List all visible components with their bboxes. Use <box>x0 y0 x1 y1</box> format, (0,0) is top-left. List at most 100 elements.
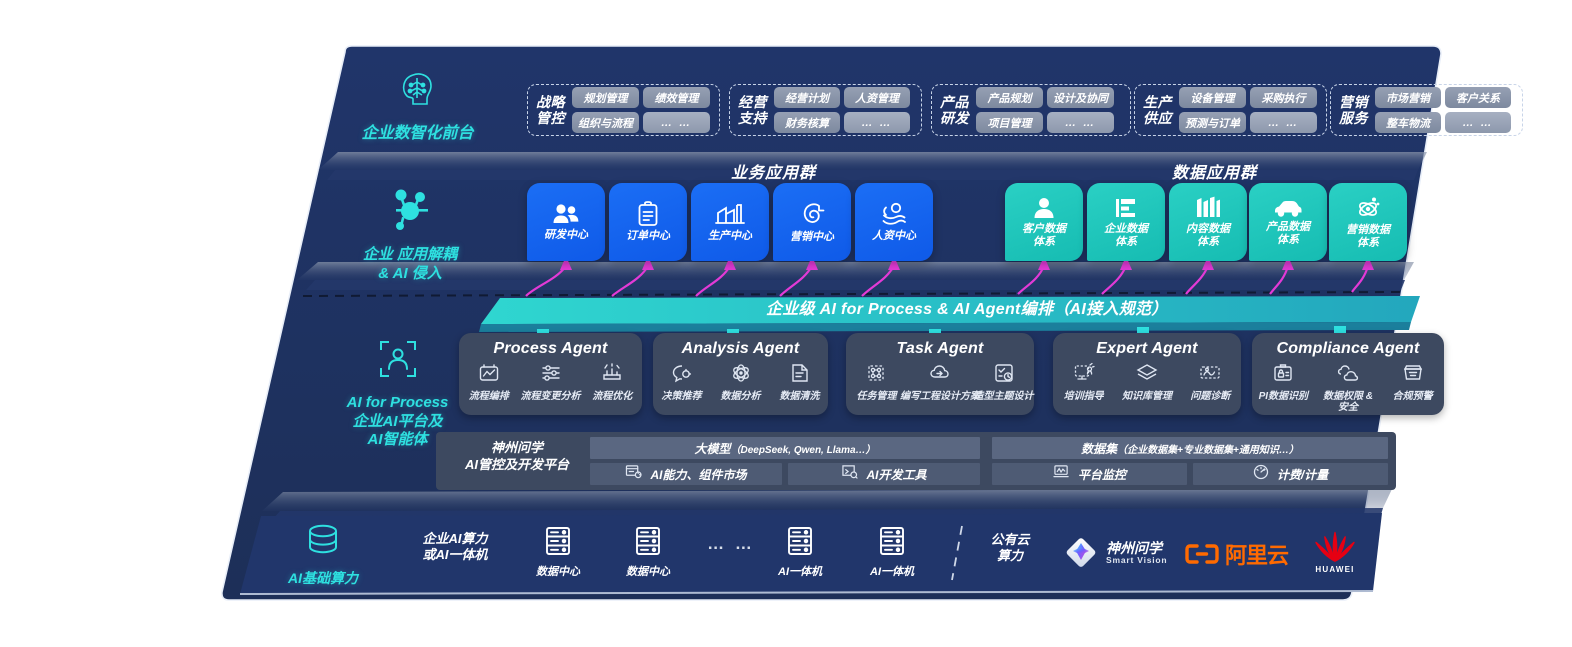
agent-3-item-0[interactable]: 培训指导 <box>1053 362 1114 402</box>
alicloud-logo[interactable]: 阿里云 <box>1185 538 1289 570</box>
shenzhou-wenxue-logo[interactable]: 神州问学 Smart Vision <box>1062 534 1167 572</box>
data-tile-2-label: 内容数据 体系 <box>1186 222 1230 248</box>
huawei-logo[interactable]: HUAWEI <box>1307 528 1363 574</box>
business-apps-heading: 业务应用群 <box>731 165 817 182</box>
business-tile-4[interactable]: 人资中心 <box>855 183 933 261</box>
business-tile-1[interactable]: 订单中心 <box>609 183 687 261</box>
agent-2-item-1-label: 编写工程设计方案 <box>900 391 980 402</box>
top-group-3[interactable]: 生产 供应 设备管理 采购执行 预测与订单 … … <box>1134 84 1327 136</box>
data-tile-4[interactable]: 营销数据 体系 <box>1329 183 1407 261</box>
platform-ai-market-bar[interactable]: AI能力、组件市场 <box>590 463 782 485</box>
top-group-0-cell-0[interactable]: 规划管理 <box>572 87 639 108</box>
user-icon <box>1032 196 1056 220</box>
chart-box-icon <box>478 362 500 389</box>
top-group-1-cell-2[interactable]: 财务核算 <box>774 112 840 133</box>
platform-dev-tool-bar[interactable]: AI开发工具 <box>788 463 980 485</box>
top-group-0[interactable]: 战略 管控 规划管理 绩效管理 组织与流程 … … <box>527 84 720 136</box>
data-tile-2[interactable]: 内容数据 体系 <box>1169 183 1247 261</box>
agent-1-item-1[interactable]: 数据分析 <box>712 362 769 402</box>
top-group-4-cell-0[interactable]: 市场营销 <box>1375 87 1441 108</box>
top-group-1-title: 经营 支持 <box>738 93 767 126</box>
agent-3-item-2[interactable]: 问题诊断 <box>1180 362 1241 402</box>
top-group-2-cell-0[interactable]: 产品规划 <box>976 87 1043 108</box>
huawei-en: HUAWEI <box>1315 565 1355 574</box>
top-group-1[interactable]: 经营 支持 经营计划 人资管理 财务核算 … … <box>729 84 922 136</box>
agent-card-0[interactable]: Process Agent 流程编排 <box>459 333 642 415</box>
agent-card-1[interactable]: Analysis Agent 决策推荐 <box>653 333 828 415</box>
alicloud-cn: 阿里云 <box>1225 543 1289 568</box>
data-tile-3[interactable]: 产品数据 体系 <box>1249 183 1327 261</box>
business-tile-0[interactable]: 研发中心 <box>527 183 605 261</box>
agent-4-item-0[interactable]: PI数据识别 <box>1252 362 1315 413</box>
shenzhou-wenxue-cn: 神州问学 <box>1106 540 1162 557</box>
infra-item-1[interactable]: 数据中心 <box>518 524 598 580</box>
top-group-0-cell-1[interactable]: 绩效管理 <box>643 87 710 108</box>
top-group-3-cell-3[interactable]: … … <box>1250 112 1317 133</box>
top-group-4-cell-3[interactable]: … … <box>1445 112 1511 133</box>
person-scan-icon <box>300 336 495 388</box>
agent-1-item-2[interactable]: 数据清洗 <box>771 362 828 402</box>
business-tile-2[interactable]: 生产中心 <box>691 183 769 261</box>
layer-label-aiproc-line1: AI for Process <box>346 393 449 411</box>
infra-item-5[interactable]: AI一体机 <box>852 524 932 580</box>
agent-2-item-1[interactable]: 编写工程设计方案 <box>900 362 980 402</box>
agent-card-2[interactable]: Task Agent 任务管理 <box>846 333 1034 415</box>
person-chart-icon <box>880 201 908 227</box>
agent-card-4[interactable]: Compliance Agent PI数据识别 <box>1252 333 1444 415</box>
top-group-3-cell-0[interactable]: 设备管理 <box>1179 87 1246 108</box>
agent-4-item-1[interactable]: 数据权限 & 安全 <box>1317 362 1380 413</box>
business-tile-3-label: 营销中心 <box>790 230 834 243</box>
infra-item-6-label: 公有云 算力 <box>990 532 1030 564</box>
agent-0-item-0[interactable]: 流程编排 <box>459 362 519 402</box>
top-group-1-cell-0[interactable]: 经营计划 <box>774 87 840 108</box>
agent-0-item-1-label: 流程变更分析 <box>520 391 581 402</box>
agent-2-item-0[interactable]: 任务管理 <box>846 362 907 402</box>
top-group-2[interactable]: 产品 研发 产品规划 设计及协同 项目管理 … … <box>931 84 1131 136</box>
top-group-4-cell-1[interactable]: 客户关系 <box>1445 87 1511 108</box>
top-group-3-title: 生产 供应 <box>1143 93 1172 126</box>
dev-tool-icon <box>841 464 859 484</box>
business-tile-1-label: 订单中心 <box>626 230 670 243</box>
agent-2-item-2[interactable]: 造型主题设计 <box>973 362 1034 402</box>
business-tile-4-label: 人资中心 <box>872 230 916 243</box>
network-icon <box>865 362 887 389</box>
top-group-0-cell-3[interactable]: … … <box>643 112 710 133</box>
infra-item-1-label: 数据中心 <box>536 566 580 578</box>
platform-monitor-bar[interactable]: 平台监控 <box>992 463 1187 485</box>
infra-item-4[interactable]: AI一体机 <box>760 524 840 580</box>
top-group-4-cell-2[interactable]: 整车物流 <box>1375 112 1441 133</box>
infra-item-6: 公有云 算力 <box>968 529 1052 565</box>
shenzhou-diamond-icon <box>1066 538 1096 567</box>
agent-1-item-0[interactable]: 决策推荐 <box>653 362 710 402</box>
business-tile-3[interactable]: 营销中心 <box>773 183 851 261</box>
top-group-1-cell-1[interactable]: 人资管理 <box>844 87 910 108</box>
top-group-1-cell-3[interactable]: … … <box>844 112 910 133</box>
top-group-3-cell-1[interactable]: 采购执行 <box>1250 87 1317 108</box>
agent-0-item-1[interactable]: 流程变更分析 <box>521 362 581 402</box>
data-tile-1[interactable]: 企业数据 体系 <box>1087 183 1165 261</box>
infra-title-label: AI基础算力 <box>288 570 358 586</box>
platform-billing-bar[interactable]: 计费/计量 <box>1193 463 1388 485</box>
agent-0-item-2[interactable]: 流程优化 <box>583 362 643 402</box>
top-group-0-cell-2[interactable]: 组织与流程 <box>572 112 639 133</box>
layer-label-aiproc-line3: AI智能体 <box>367 431 428 449</box>
top-group-3-cell-2[interactable]: 预测与订单 <box>1179 112 1246 133</box>
top-group-4[interactable]: 营销 服务 市场营销 客户关系 整车物流 … … <box>1330 84 1523 136</box>
layer-slab-3 <box>262 489 1392 511</box>
platform-dataset-bar[interactable]: 数据集 （企业数据集+专业数据集+通用知识…） <box>992 437 1388 459</box>
top-group-2-cell-3[interactable]: … … <box>1047 112 1114 133</box>
top-group-2-cell-2[interactable]: 项目管理 <box>976 112 1043 133</box>
layer-label-ai-for-process: AI for Process 企业AI平台及 AI智能体 <box>300 336 495 450</box>
monitor-icon <box>1053 464 1070 484</box>
agent-4-item-2[interactable]: 合规预警 <box>1381 362 1444 413</box>
data-tile-0[interactable]: 客户数据 体系 <box>1005 183 1083 261</box>
gauge-icon <box>1253 464 1269 485</box>
agent-card-3[interactable]: Expert Agent 培训指导 <box>1053 333 1241 415</box>
agent-3-item-1[interactable]: 知识库管理 <box>1116 362 1177 402</box>
agent-1-item-1-label: 数据分析 <box>720 391 761 402</box>
platform-llm-bar[interactable]: 大模型 （DeepSeek, Qwen, Llama…） <box>590 437 980 459</box>
infra-item-3: … … <box>696 534 766 554</box>
top-group-2-cell-1[interactable]: 设计及协同 <box>1047 87 1114 108</box>
infra-item-2[interactable]: 数据中心 <box>608 524 688 580</box>
layer-label-decouple-line1: 企业 应用解耦 <box>362 245 458 263</box>
